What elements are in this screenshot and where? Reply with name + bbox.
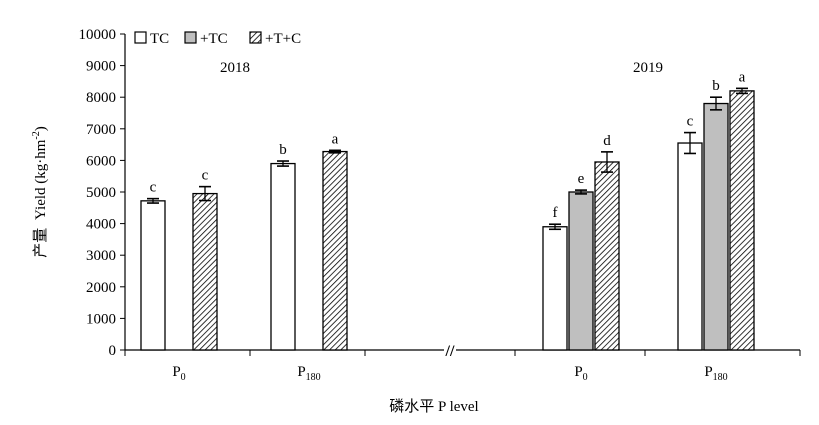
x-category-main: P [574, 364, 582, 380]
y-axis-label-sup: -2 [31, 131, 42, 139]
legend: TC +TC +T+C [134, 31, 301, 47]
y-tick-label: 0 [109, 343, 117, 359]
x-category-label: P0 [172, 364, 185, 383]
bar-plus-tplus-c [192, 192, 218, 351]
bar-plus-tplus-c [729, 90, 755, 351]
panel-year-label: 2018 [220, 60, 250, 76]
panel-year-label: 2019 [633, 60, 663, 76]
significance-letter: b [712, 78, 720, 94]
bar-plus-tplus-c [322, 150, 348, 351]
x-category-label: P180 [704, 364, 727, 383]
y-axis-label: 产量 Yield (kg·hm-2) [31, 126, 49, 258]
y-tick-label: 4000 [86, 217, 116, 233]
significance-letter: e [578, 171, 585, 187]
bar-plus-tc [568, 191, 594, 351]
significance-letter: c [150, 180, 157, 196]
bar-plus-tplus-c [594, 161, 620, 351]
x-axis-label: 磷水平 P level [389, 398, 478, 415]
legend-label: +TC [200, 31, 228, 47]
y-tick-label: 8000 [86, 90, 116, 106]
y-tick-label: 10000 [79, 27, 117, 43]
y-axis-label-close: ) [33, 126, 49, 131]
legend-label: +T+C [265, 31, 301, 47]
x-category-main: P [172, 364, 180, 380]
axis-break-mark: // [445, 343, 455, 360]
significance-letter: b [279, 142, 287, 158]
y-tick-label: 5000 [86, 185, 116, 201]
y-tick-label: 2000 [86, 280, 116, 296]
y-tick-label: 1000 [86, 311, 116, 327]
x-category-main: P [704, 364, 712, 380]
significance-letter: a [332, 131, 339, 147]
x-category-sub: 0 [181, 372, 186, 383]
x-category-sub: 180 [306, 372, 321, 383]
y-tick-label: 7000 [86, 122, 116, 138]
y-tick-label: 3000 [86, 248, 116, 264]
bar-plus-tc [703, 102, 729, 351]
legend-swatch [134, 31, 147, 44]
x-category-main: P [297, 364, 305, 380]
y-axis-label-cn: 产量 [32, 228, 49, 258]
axes: 0 1000 2000 3000 4000 5000 6000 7000 8000 9000 100… [79, 27, 801, 383]
y-tick-label: 9000 [86, 59, 116, 75]
x-category-sub: 0 [583, 372, 588, 383]
legend-label: TC [150, 31, 169, 47]
significance-letter: d [603, 133, 611, 149]
significance-letter: a [739, 69, 746, 85]
x-category-label: P0 [574, 364, 587, 383]
x-category-label: P180 [297, 364, 320, 383]
legend-swatch [249, 31, 262, 44]
y-tick-label: 6000 [86, 153, 116, 169]
x-category-sub: 180 [713, 372, 728, 383]
significance-letter: c [687, 114, 694, 130]
legend-swatch [184, 31, 197, 44]
significance-letter: f [553, 205, 558, 221]
significance-letter: c [202, 168, 209, 184]
bars: c c b a f e d c b a [140, 69, 755, 351]
bar-tc [677, 142, 703, 351]
bar-tc [270, 162, 296, 351]
y-axis-label-en: Yield (kg·hm [33, 139, 49, 220]
bar-tc [140, 200, 166, 351]
bar-tc [542, 226, 568, 351]
